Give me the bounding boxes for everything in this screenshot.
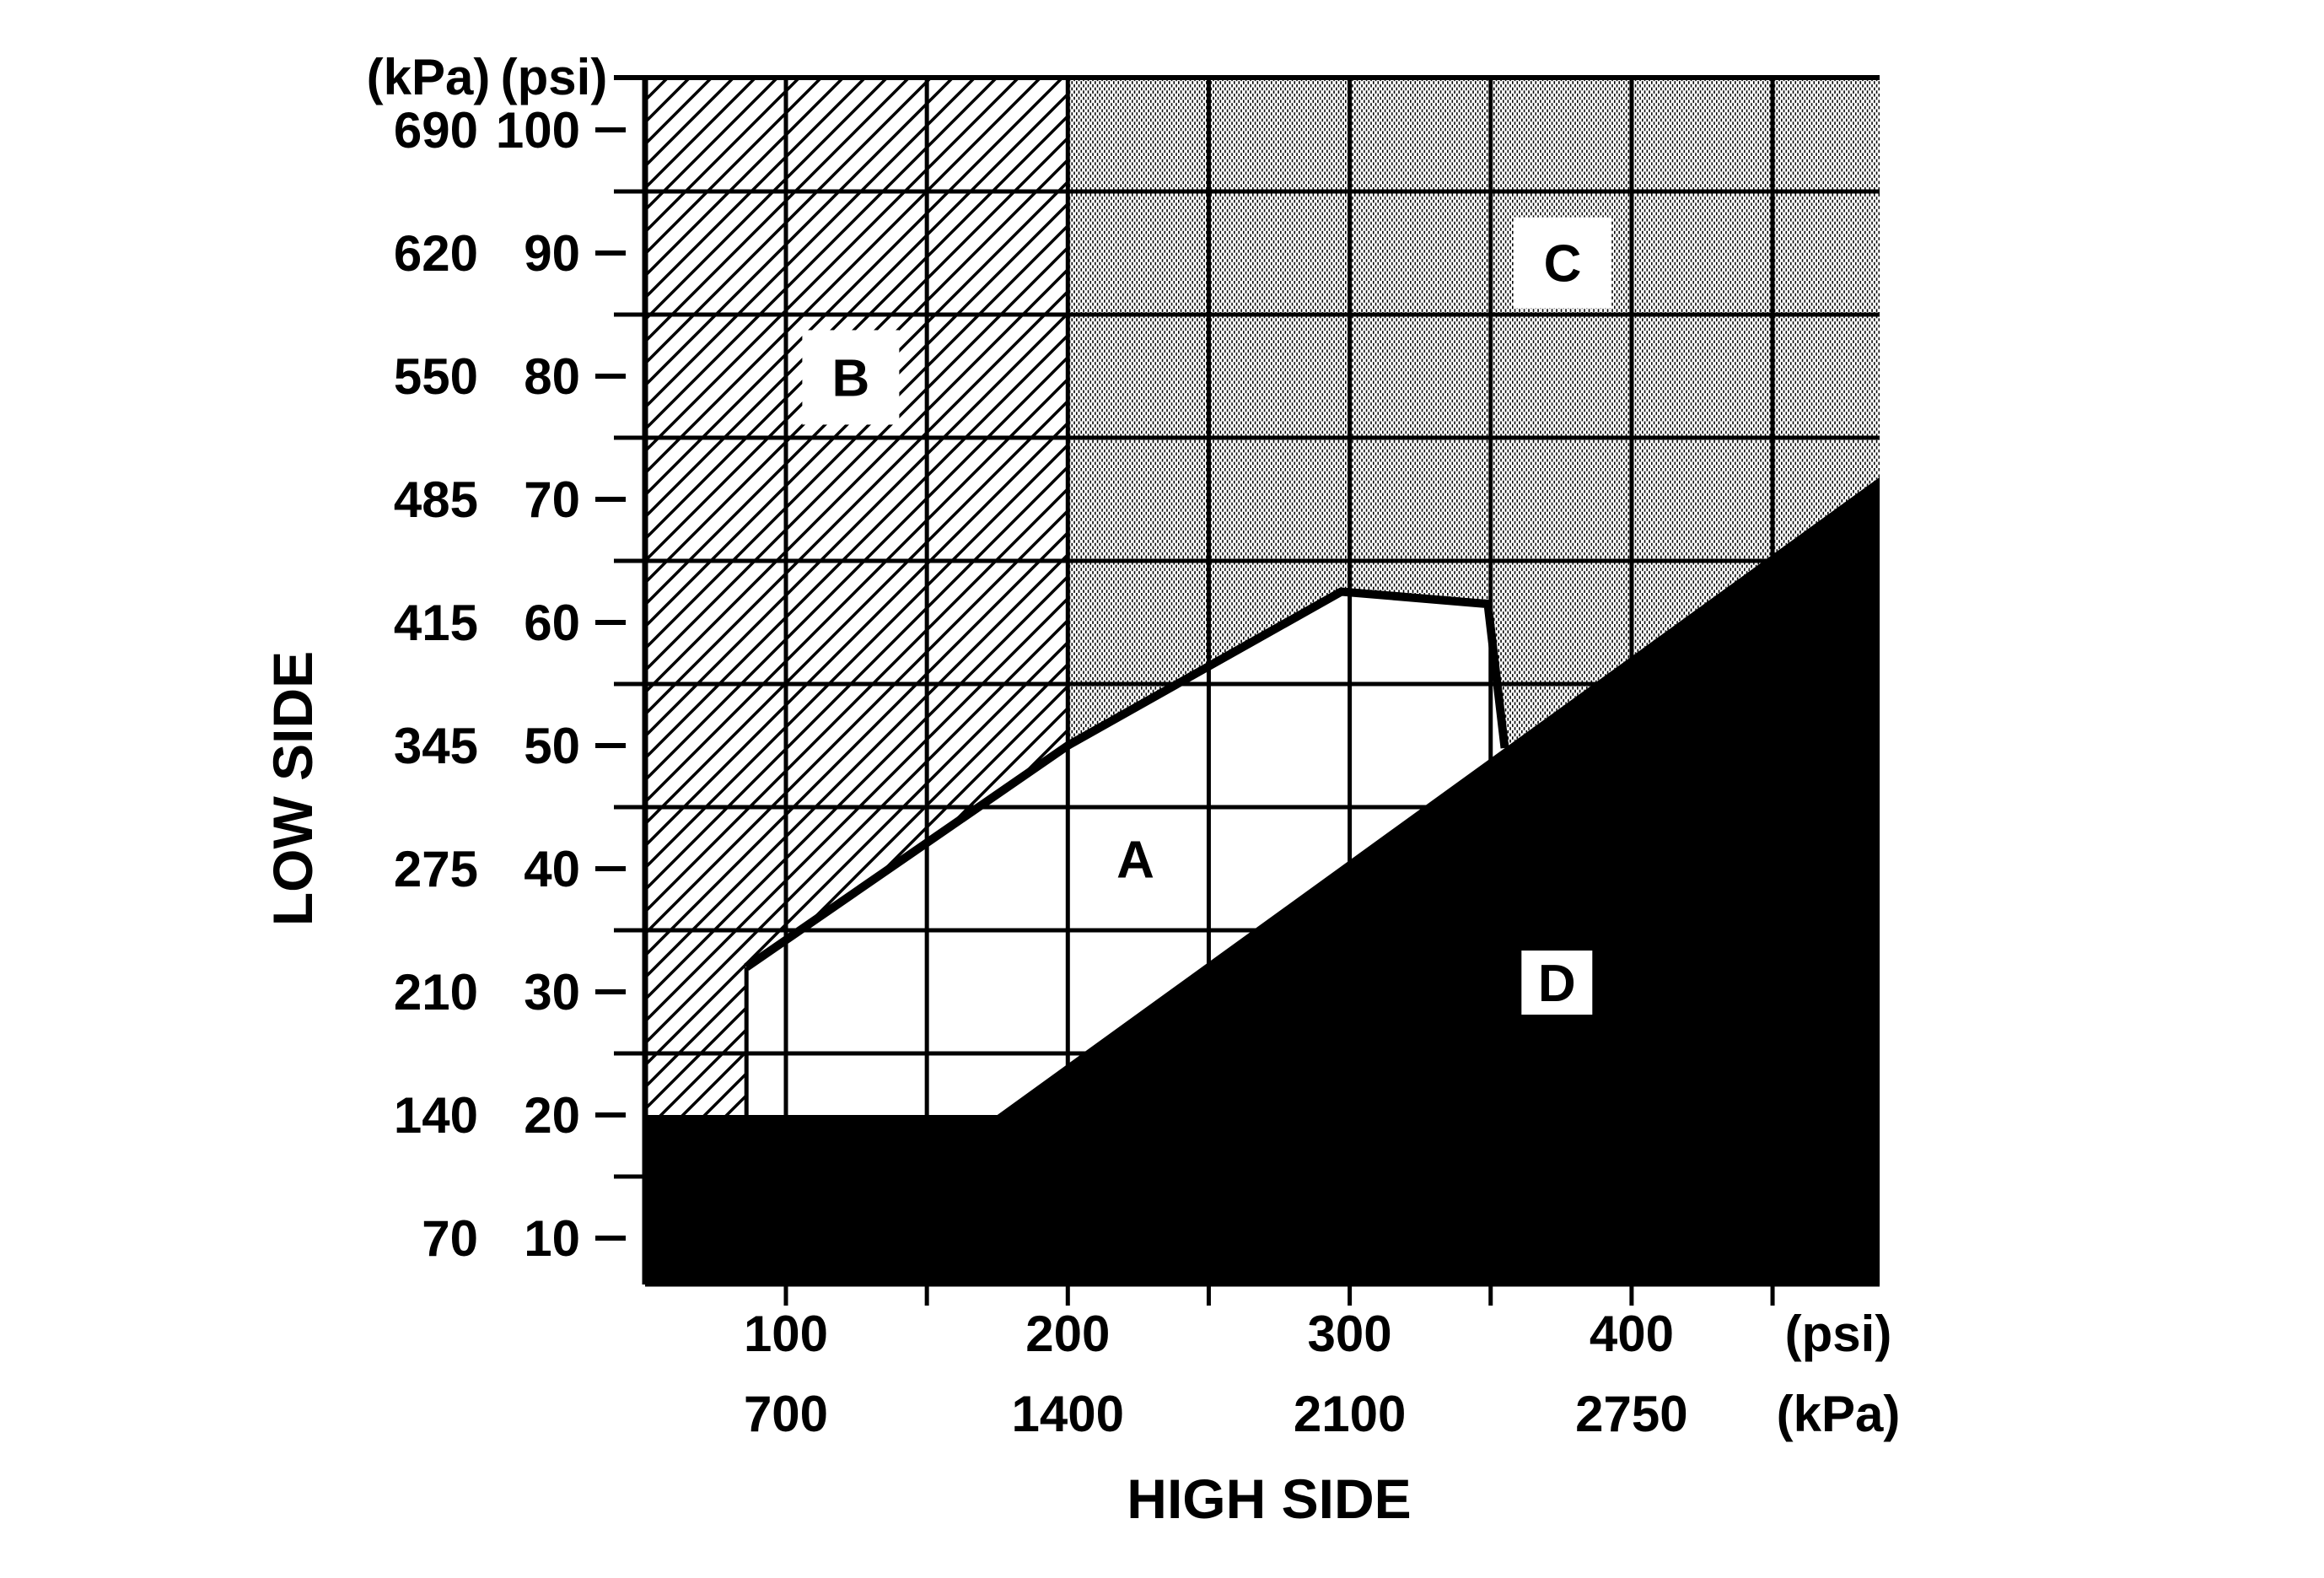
y-tick-label-psi-20: 20: [524, 1087, 580, 1144]
region-labels: B C A D: [802, 217, 1611, 1015]
region-a-area: [746, 591, 1505, 1115]
y-tick-label-psi-10: 10: [524, 1210, 580, 1267]
region-c-area: [1068, 78, 1880, 748]
y-tick-label-kpa-20: 140: [394, 1087, 478, 1144]
region-c-label: C: [1544, 235, 1582, 294]
y-tick-label-kpa-80: 550: [394, 348, 478, 405]
x-tick-label-psi-200: 200: [1025, 1306, 1110, 1362]
x-axis-unit-psi: (psi): [1785, 1306, 1892, 1362]
y-tick-label-kpa-100: 690: [394, 102, 478, 159]
y-tick-label-kpa-60: 415: [394, 595, 478, 651]
region-a-label: A: [1116, 831, 1154, 889]
tick-labels: 690 100 620 90 550 80 485 70 415 60 345 50 275 40 210 3…: [394, 102, 1688, 1442]
x-tick-label-kpa-200: 1400: [1012, 1386, 1124, 1442]
x-tick-label-psi-400: 400: [1590, 1306, 1674, 1362]
y-tick-label-psi-30: 30: [524, 964, 580, 1021]
region-d-label: D: [1538, 955, 1576, 1013]
x-axis-title: HIGH SIDE: [1127, 1468, 1411, 1530]
region-d-black: [644, 477, 1880, 1285]
region-fills: [644, 78, 1880, 1116]
y-tick-label-kpa-50: 345: [394, 718, 478, 774]
y-tick-label-kpa-40: 275: [394, 841, 478, 897]
y-tick-label-psi-80: 80: [524, 348, 580, 405]
region-boundary-lines: [744, 587, 1509, 1115]
x-axis-unit-kpa: (kPa): [1777, 1386, 1901, 1442]
region-a-upper-boundary: [744, 587, 1509, 971]
region-d-label-box: [1521, 951, 1593, 1015]
y-tick-label-psi-60: 60: [524, 595, 580, 651]
y-tick-label-psi-40: 40: [524, 841, 580, 897]
y-axis-unit-kpa-header: (kPa): [367, 49, 491, 105]
y-tick-label-kpa-30: 210: [394, 964, 478, 1021]
x-tick-label-kpa-300: 2100: [1294, 1386, 1406, 1442]
x-tick-label-psi-300: 300: [1308, 1306, 1392, 1362]
y-tick-label-kpa-70: 485: [394, 471, 478, 528]
x-tick-label-kpa-100: 700: [744, 1386, 828, 1442]
y-tick-label-kpa-10: 70: [422, 1210, 478, 1267]
region-b-area: [644, 78, 1068, 1116]
x-tick-label-psi-100: 100: [744, 1306, 828, 1362]
region-b-label-box: [802, 330, 900, 425]
y-tick-label-psi-70: 70: [524, 471, 580, 528]
region-b-label: B: [831, 349, 869, 407]
region-d-area: [644, 477, 1880, 1285]
y-axis-unit-psi-header: (psi): [501, 49, 608, 105]
region-c-label-box: [1513, 217, 1611, 309]
y-tick-label-psi-100: 100: [496, 102, 580, 159]
y-tick-label-kpa-90: 620: [394, 225, 478, 282]
y-tick-label-psi-50: 50: [524, 718, 580, 774]
y-axis-title: LOW SIDE: [261, 651, 324, 926]
y-tick-label-psi-90: 90: [524, 225, 580, 282]
x-tick-label-kpa-400: 2750: [1575, 1386, 1687, 1442]
